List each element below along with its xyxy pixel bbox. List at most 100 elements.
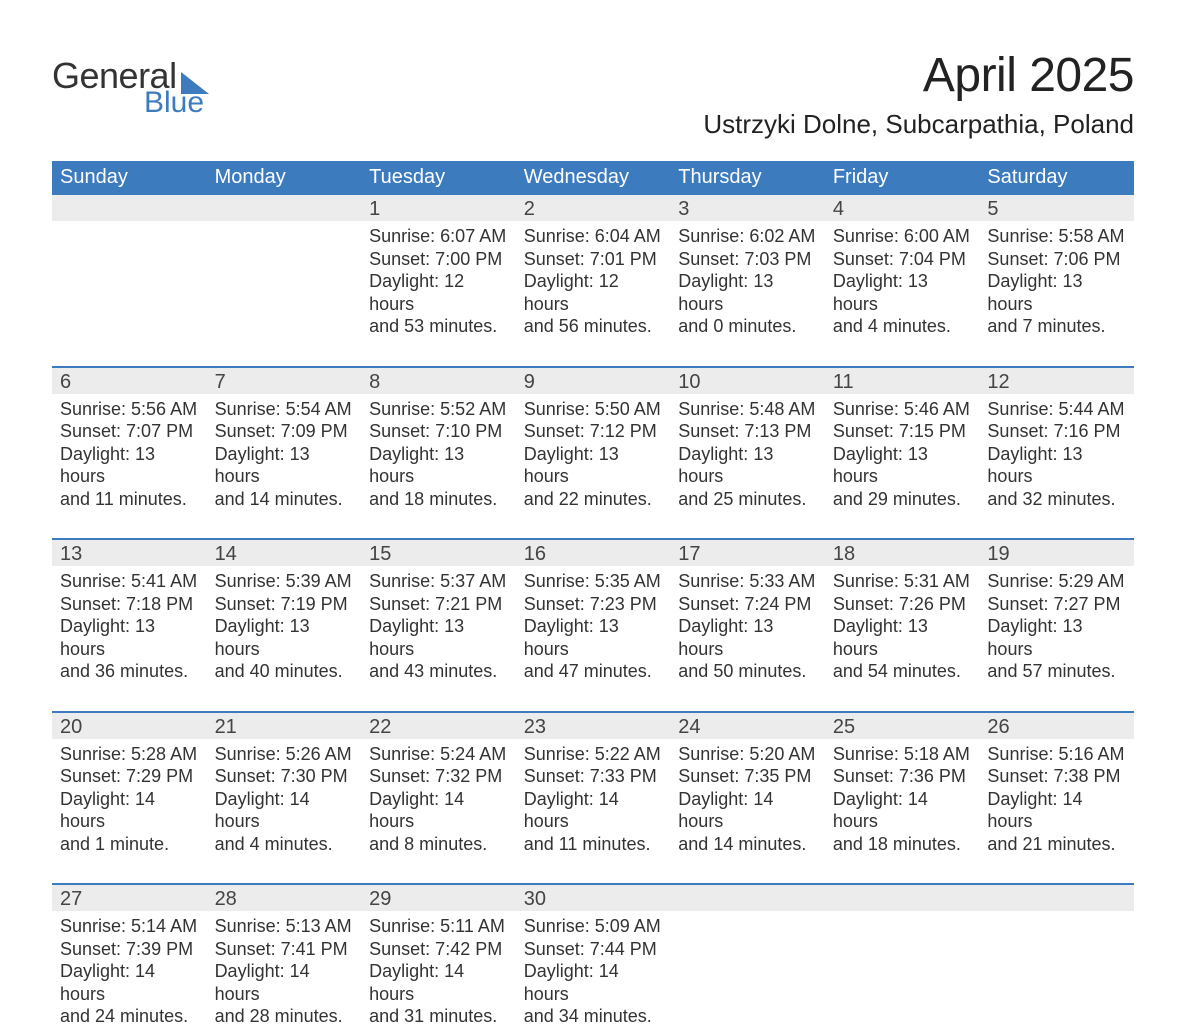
calendar-week: 20Sunrise: 5:28 AMSunset: 7:29 PMDayligh… <box>52 711 1134 856</box>
day-dl2: and 28 minutes. <box>215 1005 354 1028</box>
calendar-week: 1Sunrise: 6:07 AMSunset: 7:00 PMDaylight… <box>52 195 1134 338</box>
day-body: Sunrise: 5:14 AMSunset: 7:39 PMDaylight:… <box>60 915 199 1028</box>
calendar: Sunday Monday Tuesday Wednesday Thursday… <box>52 161 1134 1028</box>
day-number: 2 <box>516 195 671 221</box>
dow-tuesday: Tuesday <box>361 161 516 195</box>
calendar-day: 21Sunrise: 5:26 AMSunset: 7:30 PMDayligh… <box>207 713 362 856</box>
calendar-day <box>670 885 825 1028</box>
day-sunset: Sunset: 7:35 PM <box>678 765 817 788</box>
day-dl2: and 40 minutes. <box>215 660 354 683</box>
day-sunrise: Sunrise: 5:28 AM <box>60 743 199 766</box>
day-sunset: Sunset: 7:29 PM <box>60 765 199 788</box>
day-sunset: Sunset: 7:09 PM <box>215 420 354 443</box>
day-sunrise: Sunrise: 5:56 AM <box>60 398 199 421</box>
day-dl2: and 14 minutes. <box>215 488 354 511</box>
day-number: 1 <box>361 195 516 221</box>
day-sunset: Sunset: 7:16 PM <box>987 420 1126 443</box>
day-dl2: and 29 minutes. <box>833 488 972 511</box>
calendar-day: 2 Sunrise: 6:04 AMSunset: 7:01 PMDaylight… <box>516 195 671 338</box>
calendar-day: 14Sunrise: 5:39 AMSunset: 7:19 PMDayligh… <box>207 540 362 683</box>
day-sunrise: Sunrise: 5:16 AM <box>987 743 1126 766</box>
location: Ustrzyki Dolne, Subcarpathia, Poland <box>703 109 1134 140</box>
calendar-day <box>825 885 980 1028</box>
calendar-day: 11Sunrise: 5:46 AMSunset: 7:15 PMDayligh… <box>825 368 980 511</box>
day-sunrise: Sunrise: 6:02 AM <box>678 225 817 248</box>
calendar-day: 17Sunrise: 5:33 AMSunset: 7:24 PMDayligh… <box>670 540 825 683</box>
day-dl2: and 31 minutes. <box>369 1005 508 1028</box>
day-sunrise: Sunrise: 5:13 AM <box>215 915 354 938</box>
calendar-day: 4Sunrise: 6:00 AMSunset: 7:04 PMDaylight… <box>825 195 980 338</box>
day-number: 10 <box>670 368 825 394</box>
day-number: 4 <box>825 195 980 221</box>
calendar-day: 29 Sunrise: 5:11 AMSunset: 7:42 PMDayligh… <box>361 885 516 1028</box>
calendar-day: 26Sunrise: 5:16 AMSunset: 7:38 PMDayligh… <box>979 713 1134 856</box>
day-number <box>52 195 207 221</box>
day-number: 28 <box>207 885 362 911</box>
day-dl1: Daylight: 13 hours <box>60 615 199 660</box>
dow-thursday: Thursday <box>670 161 825 195</box>
day-sunset: Sunset: 7:18 PM <box>60 593 199 616</box>
day-body: Sunrise: 6:02 AMSunset: 7:03 PMDaylight:… <box>678 225 817 338</box>
day-dl2: and 24 minutes. <box>60 1005 199 1028</box>
calendar-week: 6Sunrise: 5:56 AMSunset: 7:07 PMDaylight… <box>52 366 1134 511</box>
day-dl2: and 11 minutes. <box>524 833 663 856</box>
calendar-day: 20Sunrise: 5:28 AMSunset: 7:29 PMDayligh… <box>52 713 207 856</box>
calendar-day: 5Sunrise: 5:58 AMSunset: 7:06 PMDaylight… <box>979 195 1134 338</box>
day-sunset: Sunset: 7:27 PM <box>987 593 1126 616</box>
day-dl1: Daylight: 12 hours <box>369 270 508 315</box>
day-sunrise: Sunrise: 6:00 AM <box>833 225 972 248</box>
day-body: Sunrise: 5:24 AMSunset: 7:32 PMDaylight:… <box>369 743 508 856</box>
day-number: 15 <box>361 540 516 566</box>
day-body: Sunrise: 5:31 AMSunset: 7:26 PMDaylight:… <box>833 570 972 683</box>
day-sunrise: Sunrise: 5:11 AM <box>369 915 508 938</box>
day-body: Sunrise: 5:39 AMSunset: 7:19 PMDaylight:… <box>215 570 354 683</box>
day-number <box>979 885 1134 911</box>
day-dl1: Daylight: 13 hours <box>833 615 972 660</box>
day-body: Sunrise: 6:04 AMSunset: 7:01 PMDaylight:… <box>524 225 663 338</box>
calendar-day <box>207 195 362 338</box>
dow-saturday: Saturday <box>979 161 1134 195</box>
calendar-day: 1Sunrise: 6:07 AMSunset: 7:00 PMDaylight… <box>361 195 516 338</box>
calendar-day: 13 Sunrise: 5:41 AMSunset: 7:18 PMDayligh… <box>52 540 207 683</box>
day-dl2: and 32 minutes. <box>987 488 1126 511</box>
day-sunset: Sunset: 7:04 PM <box>833 248 972 271</box>
day-sunrise: Sunrise: 5:20 AM <box>678 743 817 766</box>
calendar-day: 22 Sunrise: 5:24 AMSunset: 7:32 PMDayligh… <box>361 713 516 856</box>
day-body: Sunrise: 5:52 AMSunset: 7:10 PMDaylight:… <box>369 398 508 511</box>
day-number: 23 <box>516 713 671 739</box>
day-dl1: Daylight: 14 hours <box>987 788 1126 833</box>
calendar-day: 25Sunrise: 5:18 AMSunset: 7:36 PMDayligh… <box>825 713 980 856</box>
day-dl2: and 53 minutes. <box>369 315 508 338</box>
day-number: 30 <box>516 885 671 911</box>
day-dl1: Daylight: 14 hours <box>60 960 199 1005</box>
day-number: 22 <box>361 713 516 739</box>
calendar-day: 12Sunrise: 5:44 AMSunset: 7:16 PMDayligh… <box>979 368 1134 511</box>
day-sunset: Sunset: 7:12 PM <box>524 420 663 443</box>
day-number <box>825 885 980 911</box>
day-number: 27 <box>52 885 207 911</box>
day-dl2: and 25 minutes. <box>678 488 817 511</box>
day-sunrise: Sunrise: 5:48 AM <box>678 398 817 421</box>
day-body: Sunrise: 5:41 AMSunset: 7:18 PMDaylight:… <box>60 570 199 683</box>
day-number: 29 <box>361 885 516 911</box>
day-dl2: and 18 minutes. <box>369 488 508 511</box>
day-of-week-header: Sunday Monday Tuesday Wednesday Thursday… <box>52 161 1134 195</box>
day-dl2: and 21 minutes. <box>987 833 1126 856</box>
day-number: 13 <box>52 540 207 566</box>
day-sunset: Sunset: 7:21 PM <box>369 593 508 616</box>
day-dl2: and 7 minutes. <box>987 315 1126 338</box>
day-dl1: Daylight: 13 hours <box>369 615 508 660</box>
day-dl1: Daylight: 14 hours <box>369 960 508 1005</box>
day-body: Sunrise: 5:54 AMSunset: 7:09 PMDaylight:… <box>215 398 354 511</box>
day-sunrise: Sunrise: 5:18 AM <box>833 743 972 766</box>
weeks-container: 1Sunrise: 6:07 AMSunset: 7:00 PMDaylight… <box>52 195 1134 1028</box>
day-number <box>207 195 362 221</box>
day-sunrise: Sunrise: 5:09 AM <box>524 915 663 938</box>
day-dl1: Daylight: 13 hours <box>524 443 663 488</box>
day-dl2: and 34 minutes. <box>524 1005 663 1028</box>
day-sunset: Sunset: 7:15 PM <box>833 420 972 443</box>
day-dl1: Daylight: 13 hours <box>60 443 199 488</box>
day-sunrise: Sunrise: 6:07 AM <box>369 225 508 248</box>
day-sunset: Sunset: 7:42 PM <box>369 938 508 961</box>
day-dl2: and 54 minutes. <box>833 660 972 683</box>
